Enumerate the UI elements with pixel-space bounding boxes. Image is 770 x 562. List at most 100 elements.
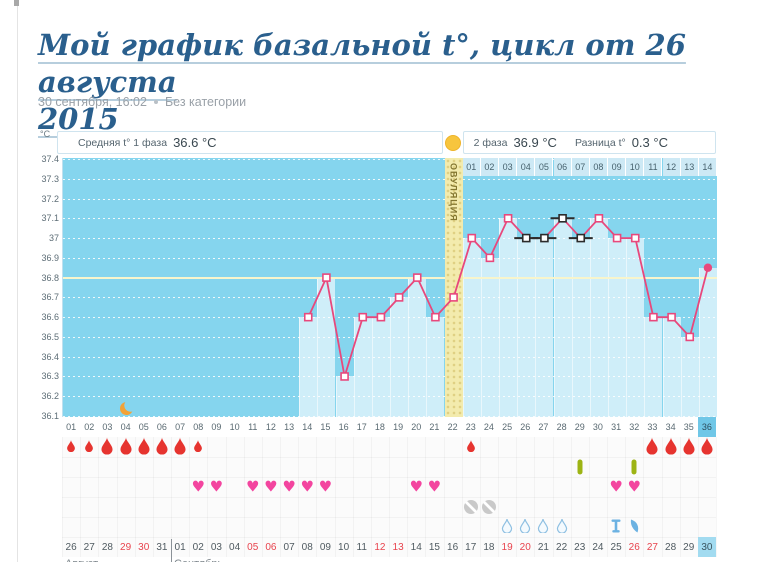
phase1-average-label: Средняя t° 1 фаза <box>78 136 168 149</box>
calendar-date: 07 <box>283 541 295 553</box>
cycle-day-label: 28 <box>556 422 567 432</box>
temp-point[interactable] <box>449 293 458 302</box>
y-tick-label: 36.6 <box>41 312 59 323</box>
temp-point[interactable] <box>431 312 440 322</box>
temperature-column <box>626 238 645 417</box>
gridline <box>63 356 717 358</box>
post-title-line1: Мой график базальной t°, цикл от 26 авгу… <box>38 28 686 100</box>
calendar-date: 29 <box>683 541 695 553</box>
temperature-column <box>535 238 554 417</box>
calendar-date: 05 <box>247 541 259 553</box>
phase2-label: 2 фаза <box>473 136 508 149</box>
temp-point[interactable] <box>558 214 567 223</box>
temp-point-current[interactable] <box>703 263 713 272</box>
temp-point[interactable] <box>412 273 422 282</box>
calendar-date: 02 <box>192 541 204 553</box>
calendar-date: 25 <box>610 541 622 553</box>
temperature-column <box>517 238 536 417</box>
cycle-day-label: 09 <box>211 422 222 432</box>
phase2-day-number: 06 <box>553 158 572 176</box>
protected-intercourse-icon <box>463 500 478 514</box>
temp-point[interactable] <box>358 312 368 322</box>
discharge-ibeam-icon <box>611 519 622 535</box>
menstruation-drop-icon <box>137 437 150 457</box>
cycle-day-label: 29 <box>574 422 585 432</box>
gridline <box>63 416 717 417</box>
calendar-date: 01 <box>174 541 186 553</box>
gridline <box>63 198 717 200</box>
temp-point[interactable] <box>612 233 622 243</box>
calendar-date: 29 <box>120 541 132 553</box>
temp-point[interactable] <box>649 312 658 322</box>
cycle-day-label: 04 <box>120 422 131 432</box>
temp-point[interactable] <box>340 372 349 381</box>
temperature-column <box>371 317 390 417</box>
temp-point[interactable] <box>503 214 513 223</box>
temperature-column <box>299 317 318 417</box>
cycle-day-label: 26 <box>520 422 531 432</box>
page-left-divider <box>17 0 18 562</box>
discharge-drop-icon <box>501 518 513 535</box>
grid-line <box>716 437 717 557</box>
menstruation-drop-icon <box>646 437 659 457</box>
temp-point[interactable] <box>376 312 386 322</box>
discharge-drop-icon <box>520 518 531 535</box>
intercourse-heart-icon: ♥ <box>191 477 205 496</box>
intercourse-heart-icon: ♥ <box>300 477 314 496</box>
gridline <box>63 159 717 160</box>
cycle-day-label: 20 <box>411 422 422 432</box>
temperature-column <box>462 238 481 417</box>
plot-area: ОВУЛЯЦИЯ 01 02 03 04 05 06 07 08 09 10 11 12 13 14 <box>62 158 717 417</box>
intercourse-heart-icon: ♥ <box>409 477 423 496</box>
temperature-column <box>571 238 590 417</box>
temperature-column <box>698 267 717 417</box>
temp-point[interactable] <box>685 332 695 342</box>
temp-point[interactable] <box>667 312 676 322</box>
bbt-chart: °C Средняя t° 1 фаза 36.6 °C 2 фаза 36.9… <box>38 128 717 562</box>
calendar-date: 30 <box>138 541 150 553</box>
calendar-date: 13 <box>392 541 404 553</box>
phase2-day-number: 12 <box>662 158 681 176</box>
menstruation-drop-icon <box>700 437 713 457</box>
temp-point[interactable] <box>540 233 549 243</box>
post-category-link[interactable]: Без категории <box>164 95 247 109</box>
temp-point[interactable] <box>303 312 313 322</box>
intercourse-heart-icon: ♥ <box>246 477 260 496</box>
calendar-date: 10 <box>338 541 350 553</box>
y-tick-label: 37 <box>48 233 59 244</box>
temp-point[interactable] <box>322 273 331 282</box>
discharge-drop-icon <box>538 518 549 535</box>
calendar-date: 19 <box>501 541 513 553</box>
temp-point[interactable] <box>521 233 531 243</box>
temperature-column <box>317 277 336 417</box>
calendar-date: 18 <box>483 541 495 553</box>
temp-point[interactable] <box>576 233 586 243</box>
calendar-date: 08 <box>301 541 313 553</box>
discharge-drop-icon <box>556 518 567 535</box>
cycle-day-label: 05 <box>138 422 149 432</box>
temp-point[interactable] <box>467 233 477 243</box>
cycle-day-label: 25 <box>502 422 513 432</box>
scrollbar-fragment <box>14 0 19 6</box>
phase2-day-number: 09 <box>608 158 627 176</box>
calendar-date: 04 <box>229 541 241 553</box>
gridline <box>63 317 717 319</box>
cycle-day-label: 18 <box>374 422 385 432</box>
temp-point[interactable] <box>485 253 495 263</box>
y-tick-label: 36.1 <box>41 411 59 421</box>
menstruation-drop-icon <box>85 440 94 454</box>
discharge-halfdrop-icon <box>628 519 640 535</box>
cycle-day-label: 01 <box>66 422 77 432</box>
cycle-day-label: 12 <box>265 422 276 432</box>
calendar-date: 21 <box>537 541 549 553</box>
temp-point[interactable] <box>394 293 404 302</box>
cycle-day-label: 19 <box>393 422 404 432</box>
phase2-day-number: 13 <box>680 158 699 176</box>
medication-icon <box>631 459 637 475</box>
grid-line <box>62 517 716 518</box>
temp-point[interactable] <box>630 233 640 243</box>
calendar-date: 26 <box>65 541 77 553</box>
post-title-link[interactable]: Мой график базальной t°, цикл от 26 авгу… <box>38 28 686 136</box>
temp-point[interactable] <box>594 214 604 223</box>
phase1-average-value: 36.6 °C <box>173 135 217 150</box>
